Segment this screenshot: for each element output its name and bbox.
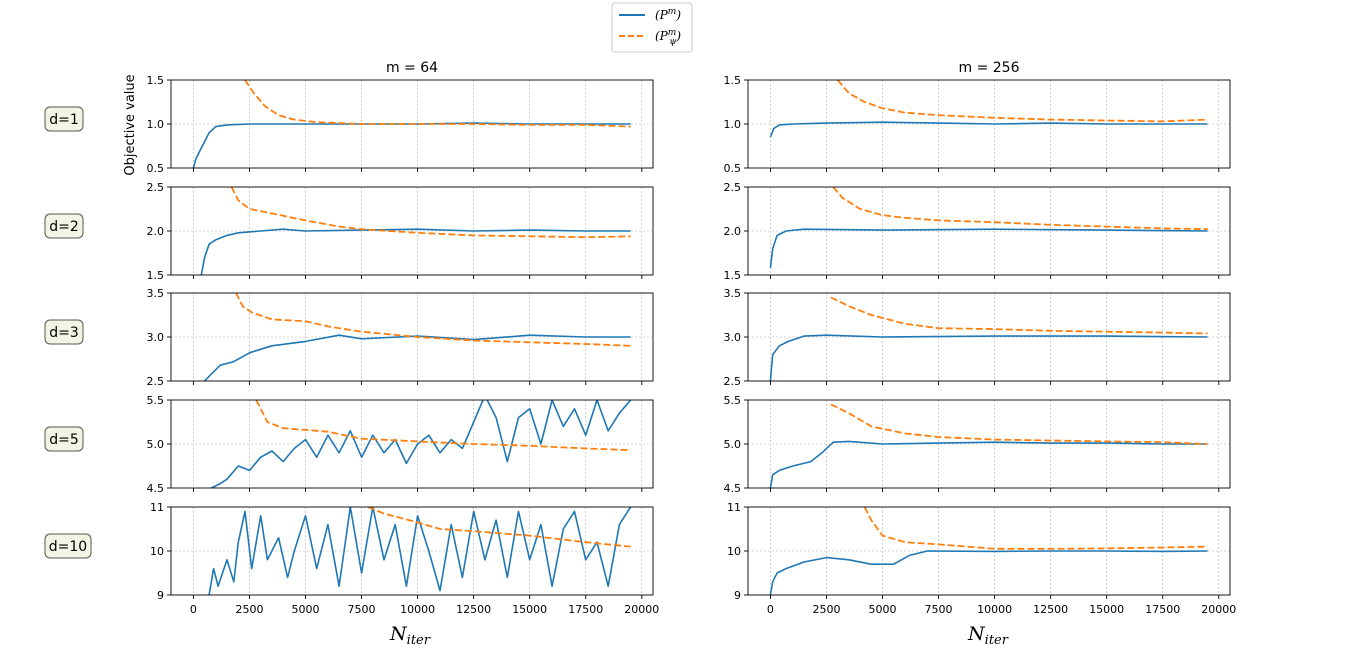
x-tick-label: 20000 <box>624 603 659 616</box>
y-tick-label: 2.5 <box>724 181 742 194</box>
series-p-m-line <box>769 121 1208 138</box>
series-p-psi-m-line <box>863 507 1208 550</box>
series-p-psi-m-line <box>244 80 631 128</box>
x-tick-label: 7500 <box>348 603 376 616</box>
panel-1-1: 0.5 1.0 1.5 m = 64 d=1 <box>44 60 654 175</box>
series-p-psi-m-line <box>830 296 1208 335</box>
y-tick-label: 1.5 <box>147 74 165 87</box>
panel-4-1: 4.5 5.0 5.5 d=5 <box>44 394 654 495</box>
panel-2-1: 1.5 2.0 2.5 d=2 <box>44 181 654 282</box>
row-label-box <box>44 106 84 132</box>
series-p-psi-m-line <box>230 187 631 239</box>
y-tick-label: 2.5 <box>147 181 165 194</box>
y-tick-label: 2.0 <box>147 225 165 238</box>
x-tick-label: 0 <box>767 603 774 616</box>
y-tick-label: 1.0 <box>724 118 742 131</box>
y-tick-label: 1.5 <box>724 74 742 87</box>
panel-3-2: 2.5 3.0 3.5 <box>724 287 1231 388</box>
x-tick-label: 15000 <box>512 603 547 616</box>
y-tick-label: 5.0 <box>724 438 742 451</box>
y-tick-label: 1.0 <box>147 118 165 131</box>
row-label: d=1 <box>49 112 79 128</box>
series-p-m-line <box>208 507 632 595</box>
x-tick-label: 10000 <box>400 603 435 616</box>
row-label: d=5 <box>49 432 79 448</box>
y-tick-label: 4.5 <box>147 482 165 495</box>
y-tick-label: 11 <box>727 501 741 514</box>
panel-4-2: 4.5 5.0 5.5 <box>724 394 1231 495</box>
legend: (Pm) (Pm ψ) <box>611 2 693 53</box>
y-tick-label: 4.5 <box>724 482 742 495</box>
y-tick-label: 3.5 <box>724 287 742 300</box>
series-p-m-line <box>192 122 631 168</box>
y-tick-label: 5.5 <box>724 394 742 407</box>
x-tick-label: 15000 <box>1089 603 1124 616</box>
x-tick-label: 2500 <box>812 603 840 616</box>
y-tick-label: 3.0 <box>724 331 742 344</box>
y-axis-label: Objective value <box>123 74 138 175</box>
y-tick-label: 10 <box>150 545 164 558</box>
row-label-box <box>44 319 84 345</box>
x-tick-label: 0 <box>190 603 197 616</box>
y-tick-label: 0.5 <box>724 162 742 175</box>
x-axis-label-left: Niter <box>389 623 431 648</box>
series-p-psi-m-line <box>367 507 631 548</box>
row-label-box <box>44 533 92 559</box>
series-p-psi-m-line <box>255 400 631 452</box>
series-p-m-line <box>211 400 632 488</box>
row-label-box <box>44 213 84 239</box>
y-tick-label: 3.5 <box>147 287 165 300</box>
x-tick-label: 20000 <box>1201 603 1236 616</box>
x-tick-label: 12500 <box>1033 603 1068 616</box>
x-tick-label: 5000 <box>869 603 897 616</box>
row-label-box <box>44 426 84 452</box>
series-p-m-line <box>769 550 1208 595</box>
y-tick-label: 2.5 <box>147 375 165 388</box>
y-tick-label: 1.5 <box>147 269 165 282</box>
panel-5-1: 9 10 11 0 2500 5000 7500 10000 12500 15000 17500 20… <box>44 501 659 616</box>
column-title: m = 256 <box>959 60 1020 76</box>
series-p-psi-m-line <box>830 403 1208 445</box>
panels: 0.5 1.0 1.5 m = 64 d=1 0.5 1.0 1.5 m = 256 1.5 2.0… <box>44 60 1236 616</box>
series-p-m-line <box>204 334 631 381</box>
y-tick-label: 5.0 <box>147 438 165 451</box>
x-tick-label: 10000 <box>977 603 1012 616</box>
row-label: d=3 <box>49 325 79 341</box>
series-p-psi-m-line <box>837 80 1208 123</box>
panel-3-1: 2.5 3.0 3.5 d=3 <box>44 287 654 388</box>
x-axis-label-right: Niter <box>967 623 1009 648</box>
y-tick-label: 3.0 <box>147 331 165 344</box>
series-p-psi-m-line <box>235 293 631 347</box>
panel-1-2: 0.5 1.0 1.5 m = 256 <box>724 60 1231 175</box>
y-tick-label: 0.5 <box>147 162 165 175</box>
x-tick-label: 5000 <box>292 603 320 616</box>
series-p-m-line <box>769 440 1208 488</box>
x-tick-label: 2500 <box>235 603 263 616</box>
y-tick-label: 10 <box>727 545 741 558</box>
x-tick-label: 17500 <box>568 603 603 616</box>
y-tick-label: 1.5 <box>724 269 742 282</box>
legend-label-series2: (Pm ψ) <box>655 28 681 47</box>
y-tick-label: 9 <box>734 589 741 602</box>
x-tick-label: 7500 <box>925 603 953 616</box>
x-tick-label: 12500 <box>456 603 491 616</box>
series-p-m-line <box>200 228 631 275</box>
series-p-m-line <box>769 228 1208 269</box>
y-tick-label: 11 <box>150 501 164 514</box>
y-tick-label: 2.0 <box>724 225 742 238</box>
row-label: d=10 <box>49 539 87 555</box>
panel-5-2: 9 10 11 0 2500 5000 7500 10000 12500 15000 17500 20… <box>727 501 1236 616</box>
legend-label-series1: (Pm) <box>655 7 681 22</box>
y-tick-label: 5.5 <box>147 394 165 407</box>
series-p-psi-m-line <box>832 187 1208 231</box>
series-p-m-line <box>769 334 1208 381</box>
y-tick-label: 9 <box>157 589 164 602</box>
panel-2-2: 1.5 2.0 2.5 <box>724 181 1231 282</box>
row-label: d=2 <box>49 219 79 235</box>
x-tick-label: 17500 <box>1145 603 1180 616</box>
column-title: m = 64 <box>386 60 438 76</box>
y-tick-label: 2.5 <box>724 375 742 388</box>
